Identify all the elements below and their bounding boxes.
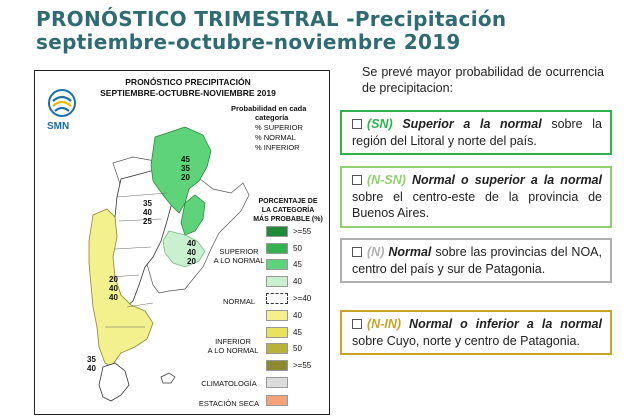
card-highlight: Normal o superior a la normal — [411, 173, 602, 187]
label-south-inferior: 40 — [87, 364, 96, 373]
label-cuyo-inferior: 40 — [109, 293, 118, 302]
legend-swatch-6 — [266, 327, 288, 338]
card-text: sobre la región del Litoral y norte del … — [352, 117, 602, 148]
legend-swatch-3 — [266, 276, 288, 287]
category-superior-line-1: SUPERIOR — [219, 247, 259, 256]
probability-heading-line-2: categoría — [255, 113, 289, 122]
probability-heading-line-1: Probabilidad en cada — [231, 104, 307, 113]
prob-item-normal: % NORMAL — [255, 133, 296, 142]
legend-label-6: 45 — [293, 328, 302, 337]
argentina-map — [88, 126, 250, 402]
page-title: PRONÓSTICO TRIMESTRAL -Precipitación sep… — [36, 8, 506, 54]
card-code: (N) — [367, 245, 389, 259]
legend-swatch-10 — [266, 395, 288, 406]
category-superior-line-2: A LO NORMAL — [213, 256, 265, 265]
label-ne-inferior: 20 — [181, 173, 190, 182]
pct-heading-line-1: PORCENTAJE DE — [258, 198, 318, 205]
legend-label-8: >=55 — [293, 361, 312, 370]
intro-text: Se prevé mayor probabilidad de ocurrenci… — [362, 65, 604, 95]
title-line-1: PRONÓSTICO TRIMESTRAL -Precipitación — [36, 7, 507, 31]
category-estacion-seca-label: ESTACIÓN SECA — [198, 399, 260, 408]
label-ba-superior: 40 — [187, 239, 196, 248]
smn-logo-icon — [48, 89, 76, 117]
probability-heading: Probabilidad en cada categoría — [231, 104, 306, 122]
label-ba-normal: 40 — [187, 248, 196, 257]
label-center-inferior: 25 — [143, 217, 152, 226]
region-south-patagonia-normal — [98, 362, 130, 402]
map-title: PRONÓSTICO PRECIPITACIÓN SEPTIEMBRE-OCTU… — [83, 77, 293, 99]
label-ba-inferior: 20 — [187, 257, 196, 266]
checkbox-bullet-icon — [352, 246, 362, 257]
legend-swatch-7 — [266, 343, 288, 354]
card-code: (N-IN) — [367, 317, 410, 331]
region-mesopotamia-superior — [180, 194, 206, 236]
checkbox-bullet-icon — [352, 174, 362, 185]
card-highlight: Normal — [388, 245, 432, 259]
category-inferior-line-1: INFERIOR — [215, 337, 251, 346]
forecast-card: (N-SN) Normal o superior a la normal sob… — [340, 166, 612, 228]
legend-label-5: 40 — [293, 311, 302, 320]
legend-swatch-0 — [266, 226, 288, 237]
card-text: sobre Cuyo, norte y centro de Patagonia. — [352, 333, 580, 348]
legend-swatch-8 — [266, 360, 288, 371]
card-code: (SN) — [367, 117, 403, 131]
legend-swatch-5 — [266, 310, 288, 321]
map-title-line-2: SEPTIEMBRE-OCTUBRE-NOVIEMBRE 2019 — [100, 88, 276, 98]
forecast-card: (N-IN) Normal o inferior a la normal sob… — [340, 310, 612, 355]
label-south-normal: 35 — [87, 355, 96, 364]
label-cuyo-normal: 40 — [109, 284, 118, 293]
pct-heading-line-2: LA CATEGORÍA — [261, 207, 315, 214]
legend-swatch-1 — [266, 243, 288, 254]
label-ne-superior: 45 — [181, 155, 190, 164]
category-inferior-line-2: A LO NORMAL — [207, 346, 259, 355]
pct-heading-line-3: MÁS PROBABLE (%) — [253, 216, 323, 223]
category-superior-label: SUPERIOR A LO NORMAL — [211, 247, 267, 265]
region-litoral-superior — [150, 126, 212, 214]
card-code: (N-SN) — [367, 173, 412, 187]
logo-text: SMN — [47, 121, 70, 132]
prob-item-inferior: % INFERIOR — [255, 143, 300, 152]
checkbox-bullet-icon — [352, 118, 362, 129]
category-normal-label: NORMAL — [222, 297, 256, 306]
card-text: sobre el centro-este de la provincia de … — [352, 189, 602, 221]
province-boundaries — [105, 192, 168, 328]
legend-label-4: >=40 — [293, 294, 312, 303]
malvinas-islands — [160, 372, 176, 384]
forecast-card: (N) Normal sobre las provincias del NOA,… — [340, 238, 612, 283]
legend-label-3: 40 — [293, 277, 302, 286]
card-highlight: Normal o inferior a la normal — [409, 317, 602, 331]
legend-swatch-2 — [266, 259, 288, 270]
legend-label-1: 50 — [293, 244, 302, 253]
checkbox-bullet-icon — [352, 318, 362, 329]
prob-item-superior: % SUPERIOR — [255, 123, 303, 132]
label-ne-normal: 35 — [181, 164, 190, 173]
forecast-map-panel: SMN PRONÓSTICO PRECIPITACIÓN SEPTIEMBRE-… — [34, 70, 330, 415]
legend-label-0: >=55 — [293, 227, 312, 236]
legend-label-2: 45 — [293, 260, 302, 269]
forecast-card: (SN) Superior a la normal sobre la regió… — [340, 110, 612, 155]
legend-swatch-9 — [266, 377, 288, 388]
label-cuyo-superior: 20 — [109, 275, 118, 284]
category-inferior-label: INFERIOR A LO NORMAL — [203, 337, 263, 355]
region-buenos-aires-normal-superior — [162, 230, 206, 268]
percentage-heading: PORCENTAJE DE LA CATEGORÍA MÁS PROBABLE … — [243, 197, 333, 224]
map-title-line-1: PRONÓSTICO PRECIPITACIÓN — [125, 77, 251, 87]
region-cuyo-patagonia-inferior — [88, 208, 154, 368]
category-climatologia-label: CLIMATOLOGÍA — [201, 379, 257, 388]
legend-label-7: 50 — [293, 344, 302, 353]
label-center-superior: 35 — [143, 199, 152, 208]
card-highlight: Superior a la normal — [402, 117, 542, 131]
label-center-normal: 40 — [143, 208, 152, 217]
legend-swatch-4 — [266, 293, 288, 304]
card-text: sobre las provincias del NOA, centro del… — [352, 245, 602, 276]
title-line-2: septiembre-octubre-noviembre 2019 — [36, 30, 461, 54]
